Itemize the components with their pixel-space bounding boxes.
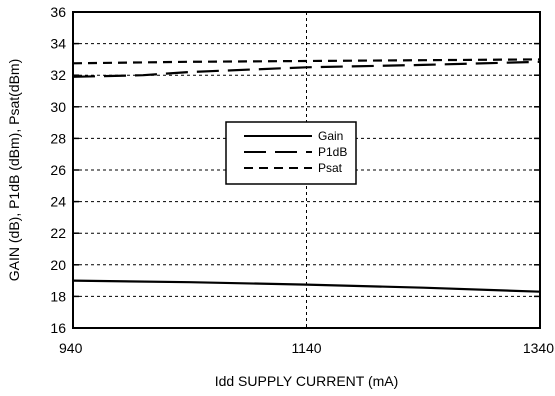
y-tick-label: 22 xyxy=(50,225,66,241)
series-line-psat xyxy=(72,58,541,65)
y-tick-label: 16 xyxy=(50,320,66,336)
axis-ticks: 16 18 20 22 24 26 28 30 32 34 36 940 1140 1340 xyxy=(50,4,554,356)
y-tick-label: 32 xyxy=(50,67,66,83)
legend-label-p1db: P1dB xyxy=(318,145,347,159)
legend: Gain P1dB Psat xyxy=(225,121,357,185)
series-line-gain xyxy=(72,279,541,293)
y-tick-label: 26 xyxy=(50,162,66,178)
y-tick-label: 36 xyxy=(50,4,66,20)
x-tick-label: 1340 xyxy=(523,340,554,356)
x-tick-label: 1140 xyxy=(291,340,321,356)
y-tick-label: 24 xyxy=(50,194,66,210)
y-tick-label: 20 xyxy=(50,257,66,273)
y-tick-label: 28 xyxy=(50,130,66,146)
y-axis-label: GAIN (dB), P1dB (dBm), Psat(dBm) xyxy=(6,59,22,282)
y-tick-label: 30 xyxy=(50,99,66,115)
x-tick-label: 940 xyxy=(59,340,83,356)
legend-label-gain: Gain xyxy=(318,129,343,143)
y-tick-label: 34 xyxy=(50,36,66,52)
series-lines xyxy=(72,58,541,293)
legend-label-psat: Psat xyxy=(318,161,343,175)
x-axis-label: Idd SUPPLY CURRENT (mA) xyxy=(215,373,399,389)
y-tick-label: 18 xyxy=(50,288,66,304)
series-line-p1db xyxy=(72,60,541,78)
